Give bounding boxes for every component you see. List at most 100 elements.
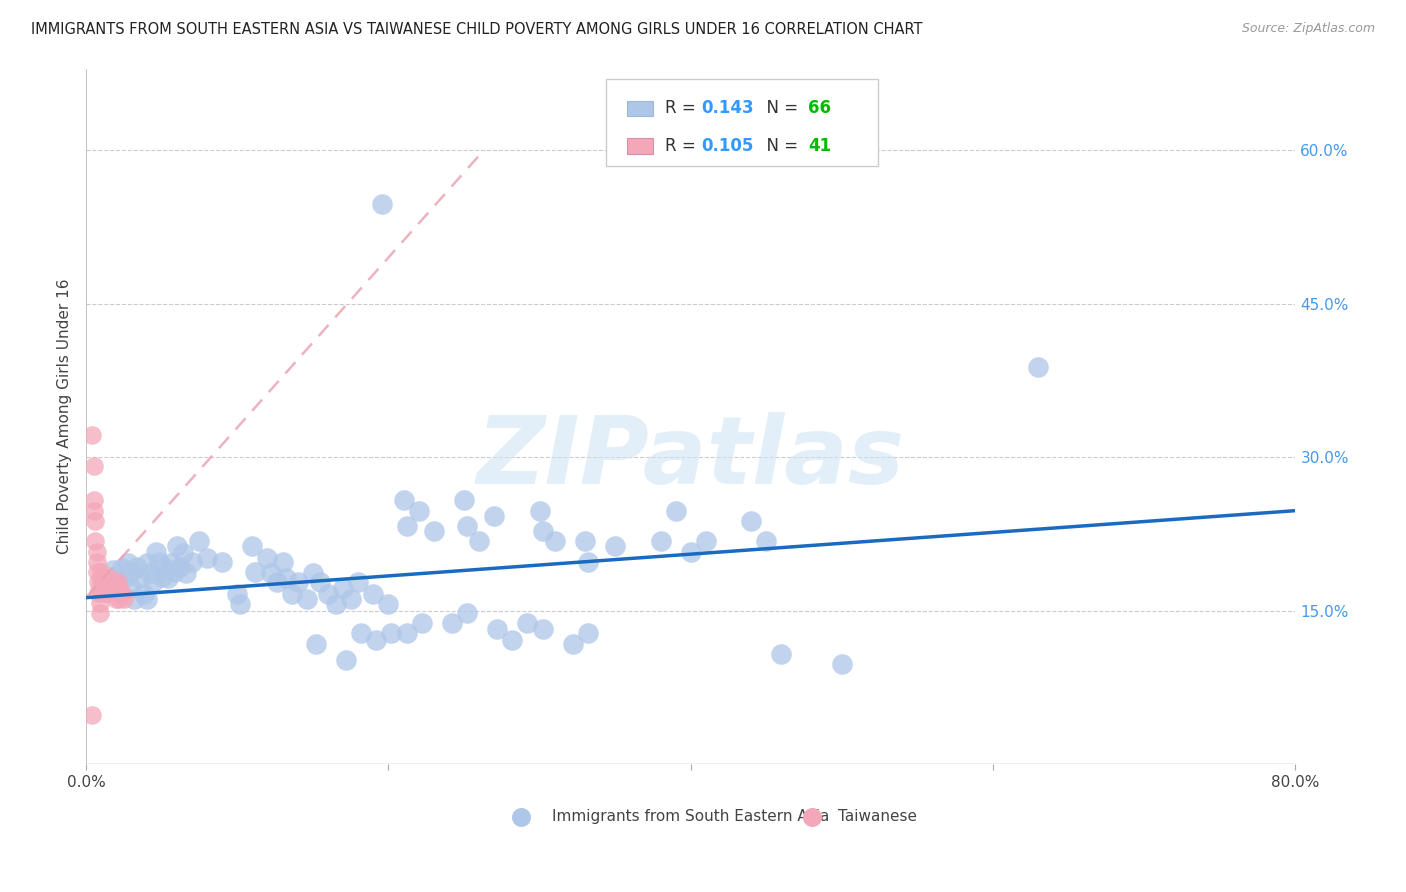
Point — [440, 616, 463, 631]
Text: 0.105: 0.105 — [702, 137, 754, 155]
Point — [103, 582, 125, 596]
Point — [259, 566, 281, 580]
Point — [97, 571, 120, 585]
Point — [423, 524, 446, 538]
Point — [619, 834, 641, 848]
Text: N =: N = — [756, 99, 803, 118]
Point — [108, 591, 131, 606]
Text: Taiwanese: Taiwanese — [838, 809, 917, 824]
Point — [86, 555, 108, 569]
Text: 41: 41 — [808, 137, 831, 155]
Point — [531, 623, 554, 637]
Point — [93, 582, 115, 596]
Point — [100, 582, 122, 596]
Point — [468, 534, 491, 549]
Text: Source: ZipAtlas.com: Source: ZipAtlas.com — [1241, 22, 1375, 36]
Point — [770, 647, 793, 661]
Text: R =: R = — [665, 137, 702, 155]
Point — [295, 591, 318, 606]
Text: ZIPatlas: ZIPatlas — [477, 412, 905, 504]
Point — [89, 606, 111, 620]
Point — [366, 632, 388, 647]
Point — [110, 585, 132, 599]
Text: N =: N = — [756, 137, 803, 155]
Point — [108, 582, 131, 596]
Point — [245, 565, 267, 579]
Point — [163, 565, 186, 579]
Point — [84, 534, 107, 549]
Point — [271, 555, 294, 569]
Point — [111, 585, 134, 599]
Point — [544, 534, 567, 549]
Point — [395, 519, 418, 533]
FancyBboxPatch shape — [627, 101, 654, 116]
Point — [103, 563, 125, 577]
Point — [188, 534, 211, 549]
Point — [84, 514, 107, 528]
Point — [453, 493, 475, 508]
Point — [159, 556, 181, 570]
Point — [96, 575, 118, 590]
Point — [172, 546, 194, 560]
Point — [280, 586, 302, 600]
Point — [363, 586, 385, 600]
Point — [309, 575, 332, 590]
Point — [90, 575, 112, 590]
Point — [350, 626, 373, 640]
Point — [87, 585, 110, 599]
Point — [135, 591, 157, 606]
Point — [332, 582, 354, 596]
Point — [117, 556, 139, 570]
Point — [87, 575, 110, 590]
Point — [107, 585, 129, 599]
Point — [148, 555, 170, 569]
Point — [114, 570, 136, 584]
Point — [82, 708, 104, 723]
Point — [97, 582, 120, 596]
Point — [107, 575, 129, 590]
Point — [120, 582, 142, 596]
Point — [111, 561, 134, 575]
Point — [120, 565, 142, 579]
Point — [91, 582, 114, 596]
Text: R =: R = — [665, 99, 702, 118]
Point — [1028, 360, 1050, 375]
Point — [740, 514, 762, 528]
Point — [94, 585, 117, 599]
Point — [576, 555, 599, 569]
Point — [679, 544, 702, 558]
Point — [86, 544, 108, 558]
Point — [96, 585, 118, 599]
FancyBboxPatch shape — [606, 79, 879, 166]
Point — [650, 534, 672, 549]
Point — [169, 560, 191, 574]
Point — [86, 565, 108, 579]
Text: 0.143: 0.143 — [702, 99, 754, 118]
Point — [576, 626, 599, 640]
FancyBboxPatch shape — [627, 138, 654, 153]
Point — [132, 586, 155, 600]
Point — [316, 586, 339, 600]
Point — [174, 566, 197, 580]
Point — [94, 575, 117, 590]
Point — [274, 571, 297, 585]
Point — [395, 626, 418, 640]
Point — [150, 570, 173, 584]
Point — [153, 561, 176, 575]
Point — [129, 571, 152, 585]
Point — [574, 534, 596, 549]
Point — [90, 585, 112, 599]
Point — [127, 560, 149, 574]
Point — [695, 534, 717, 549]
Point — [831, 657, 853, 672]
Point — [112, 591, 135, 606]
Point — [305, 637, 328, 651]
Point — [166, 540, 188, 554]
Point — [456, 606, 478, 620]
Point — [83, 503, 105, 517]
Point — [108, 585, 131, 599]
Point — [91, 571, 114, 585]
Point — [561, 637, 583, 651]
Point — [501, 632, 523, 647]
Point — [531, 524, 554, 538]
